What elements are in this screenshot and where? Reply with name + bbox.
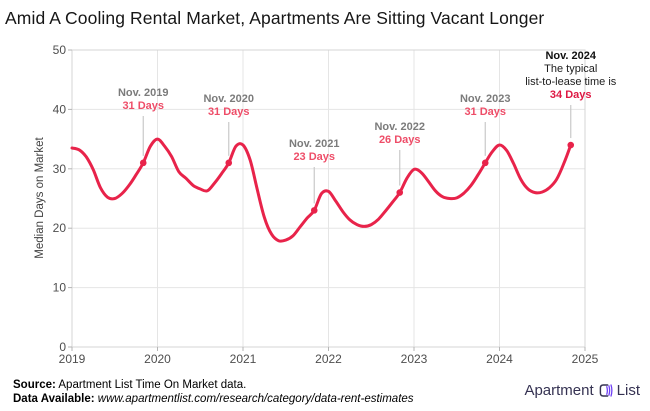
x-tick-label: 2021 <box>230 352 257 366</box>
annotation-nov-2019: Nov. 2019 31 Days <box>118 87 169 113</box>
x-tick-label: 2022 <box>315 352 342 366</box>
data-point-dot <box>567 141 575 149</box>
annotation-date-label: Nov. 2023 <box>459 93 511 105</box>
apartment-list-logo: Apartment List <box>524 382 640 399</box>
annotation-date-label: Nov. 2024 <box>545 50 597 62</box>
annotation-nov-2020: Nov. 2020 31 Days <box>203 93 254 119</box>
data-available-label: Data Available: <box>13 393 95 405</box>
annotation-date-label: Nov. 2022 <box>374 121 426 133</box>
x-tick-label: 2024 <box>486 352 513 366</box>
annotation-days-value: 34 Days <box>549 89 592 101</box>
x-tick-label: 2020 <box>144 352 171 366</box>
annotation-days-value: 31 Days <box>122 100 165 112</box>
apartment-list-door-icon <box>597 382 614 399</box>
source-label: Source: <box>13 379 56 391</box>
x-tick-label: 2023 <box>401 352 428 366</box>
y-tick-label: 30 <box>53 162 67 176</box>
x-tick-label: 2019 <box>59 352 86 366</box>
y-tick-label: 50 <box>53 43 67 57</box>
data-point-dot <box>396 189 404 196</box>
y-axis-label: Median Days on Market <box>34 137 46 259</box>
data-point-dot <box>225 159 233 167</box>
annotation-nov-2023: Nov. 2023 31 Days <box>460 93 511 119</box>
source-line: Source: Apartment List Time On Market da… <box>13 379 246 391</box>
annotation-date-label: Nov. 2020 <box>203 93 255 105</box>
annotation-nov-2024: Nov. 2024 The typical list-to-lease time i… <box>525 50 616 102</box>
y-tick-label: 10 <box>53 281 67 295</box>
logo-word-apartment: Apartment <box>524 382 594 399</box>
data-available-url: www.apartmentlist.com/research/category/… <box>94 393 414 405</box>
annotation-days-value: 31 Days <box>207 106 250 118</box>
logo-word-list: List <box>616 382 640 399</box>
annotation-body-line: list-to-lease time is <box>525 76 617 88</box>
annotation-body-line: The typical <box>544 63 598 75</box>
annotation-date-label: Nov. 2019 <box>117 87 169 99</box>
source-text: Apartment List Time On Market data. <box>55 379 247 391</box>
data-point-dot <box>481 159 489 167</box>
annotation-nov-2022: Nov. 2022 26 Days <box>374 121 425 147</box>
x-tick-label: 2025 <box>572 352 599 366</box>
annotation-days-value: 31 Days <box>464 106 507 118</box>
median-days-line <box>70 137 573 243</box>
y-tick-label: 20 <box>53 221 67 235</box>
data-point-dot <box>139 159 147 167</box>
data-point-dot <box>310 207 318 214</box>
annotation-days-value: 23 Days <box>293 151 336 163</box>
y-tick-label: 40 <box>53 102 67 116</box>
annotation-nov-2021: Nov. 2021 23 Days <box>289 138 340 164</box>
y-tick-label: 0 <box>59 340 66 354</box>
data-available-line: Data Available: www.apartmentlist.com/re… <box>13 393 414 405</box>
annotation-days-value: 26 Days <box>378 134 421 146</box>
annotation-date-label: Nov. 2021 <box>288 138 340 150</box>
chart-title: Amid A Cooling Rental Market, Apartments… <box>5 8 545 28</box>
